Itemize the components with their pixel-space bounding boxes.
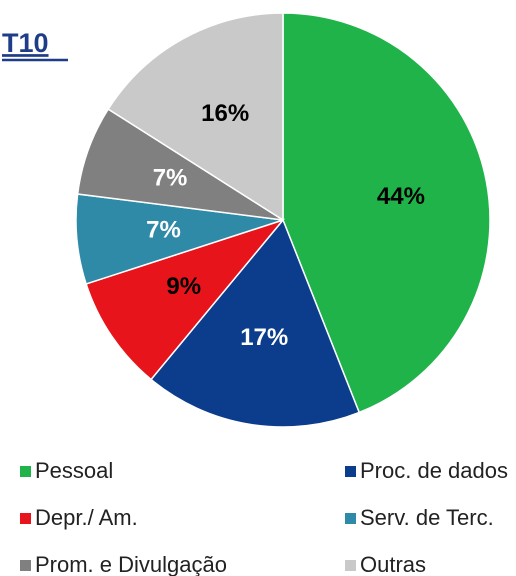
data-label: 17% [240, 324, 288, 351]
legend-label: Pessoal [35, 458, 113, 483]
legend-swatch [20, 513, 31, 524]
chart-title: T10 [2, 28, 49, 58]
data-label: 7% [146, 217, 181, 244]
data-label: 9% [166, 273, 201, 300]
data-label: 16% [201, 100, 249, 127]
pie-slice [107, 12, 284, 222]
data-label: 44% [377, 183, 425, 210]
legend-swatch [345, 466, 356, 477]
legend-swatch [20, 466, 31, 477]
legend-label: Prom. e Divulgação [35, 552, 227, 576]
data-label: 7% [153, 165, 188, 192]
pie-slice [282, 12, 491, 414]
legend-label: Serv. de Terc. [360, 505, 494, 530]
pie-slice [149, 218, 361, 428]
legend-swatch [345, 560, 356, 571]
pie-slice [85, 218, 286, 381]
legend-label: Outras [360, 552, 426, 576]
legend-label: Proc. de dados [360, 458, 508, 483]
legend-label: Depr./ Am. [35, 505, 138, 530]
legend-swatch [20, 560, 31, 571]
legend-swatch [345, 513, 356, 524]
